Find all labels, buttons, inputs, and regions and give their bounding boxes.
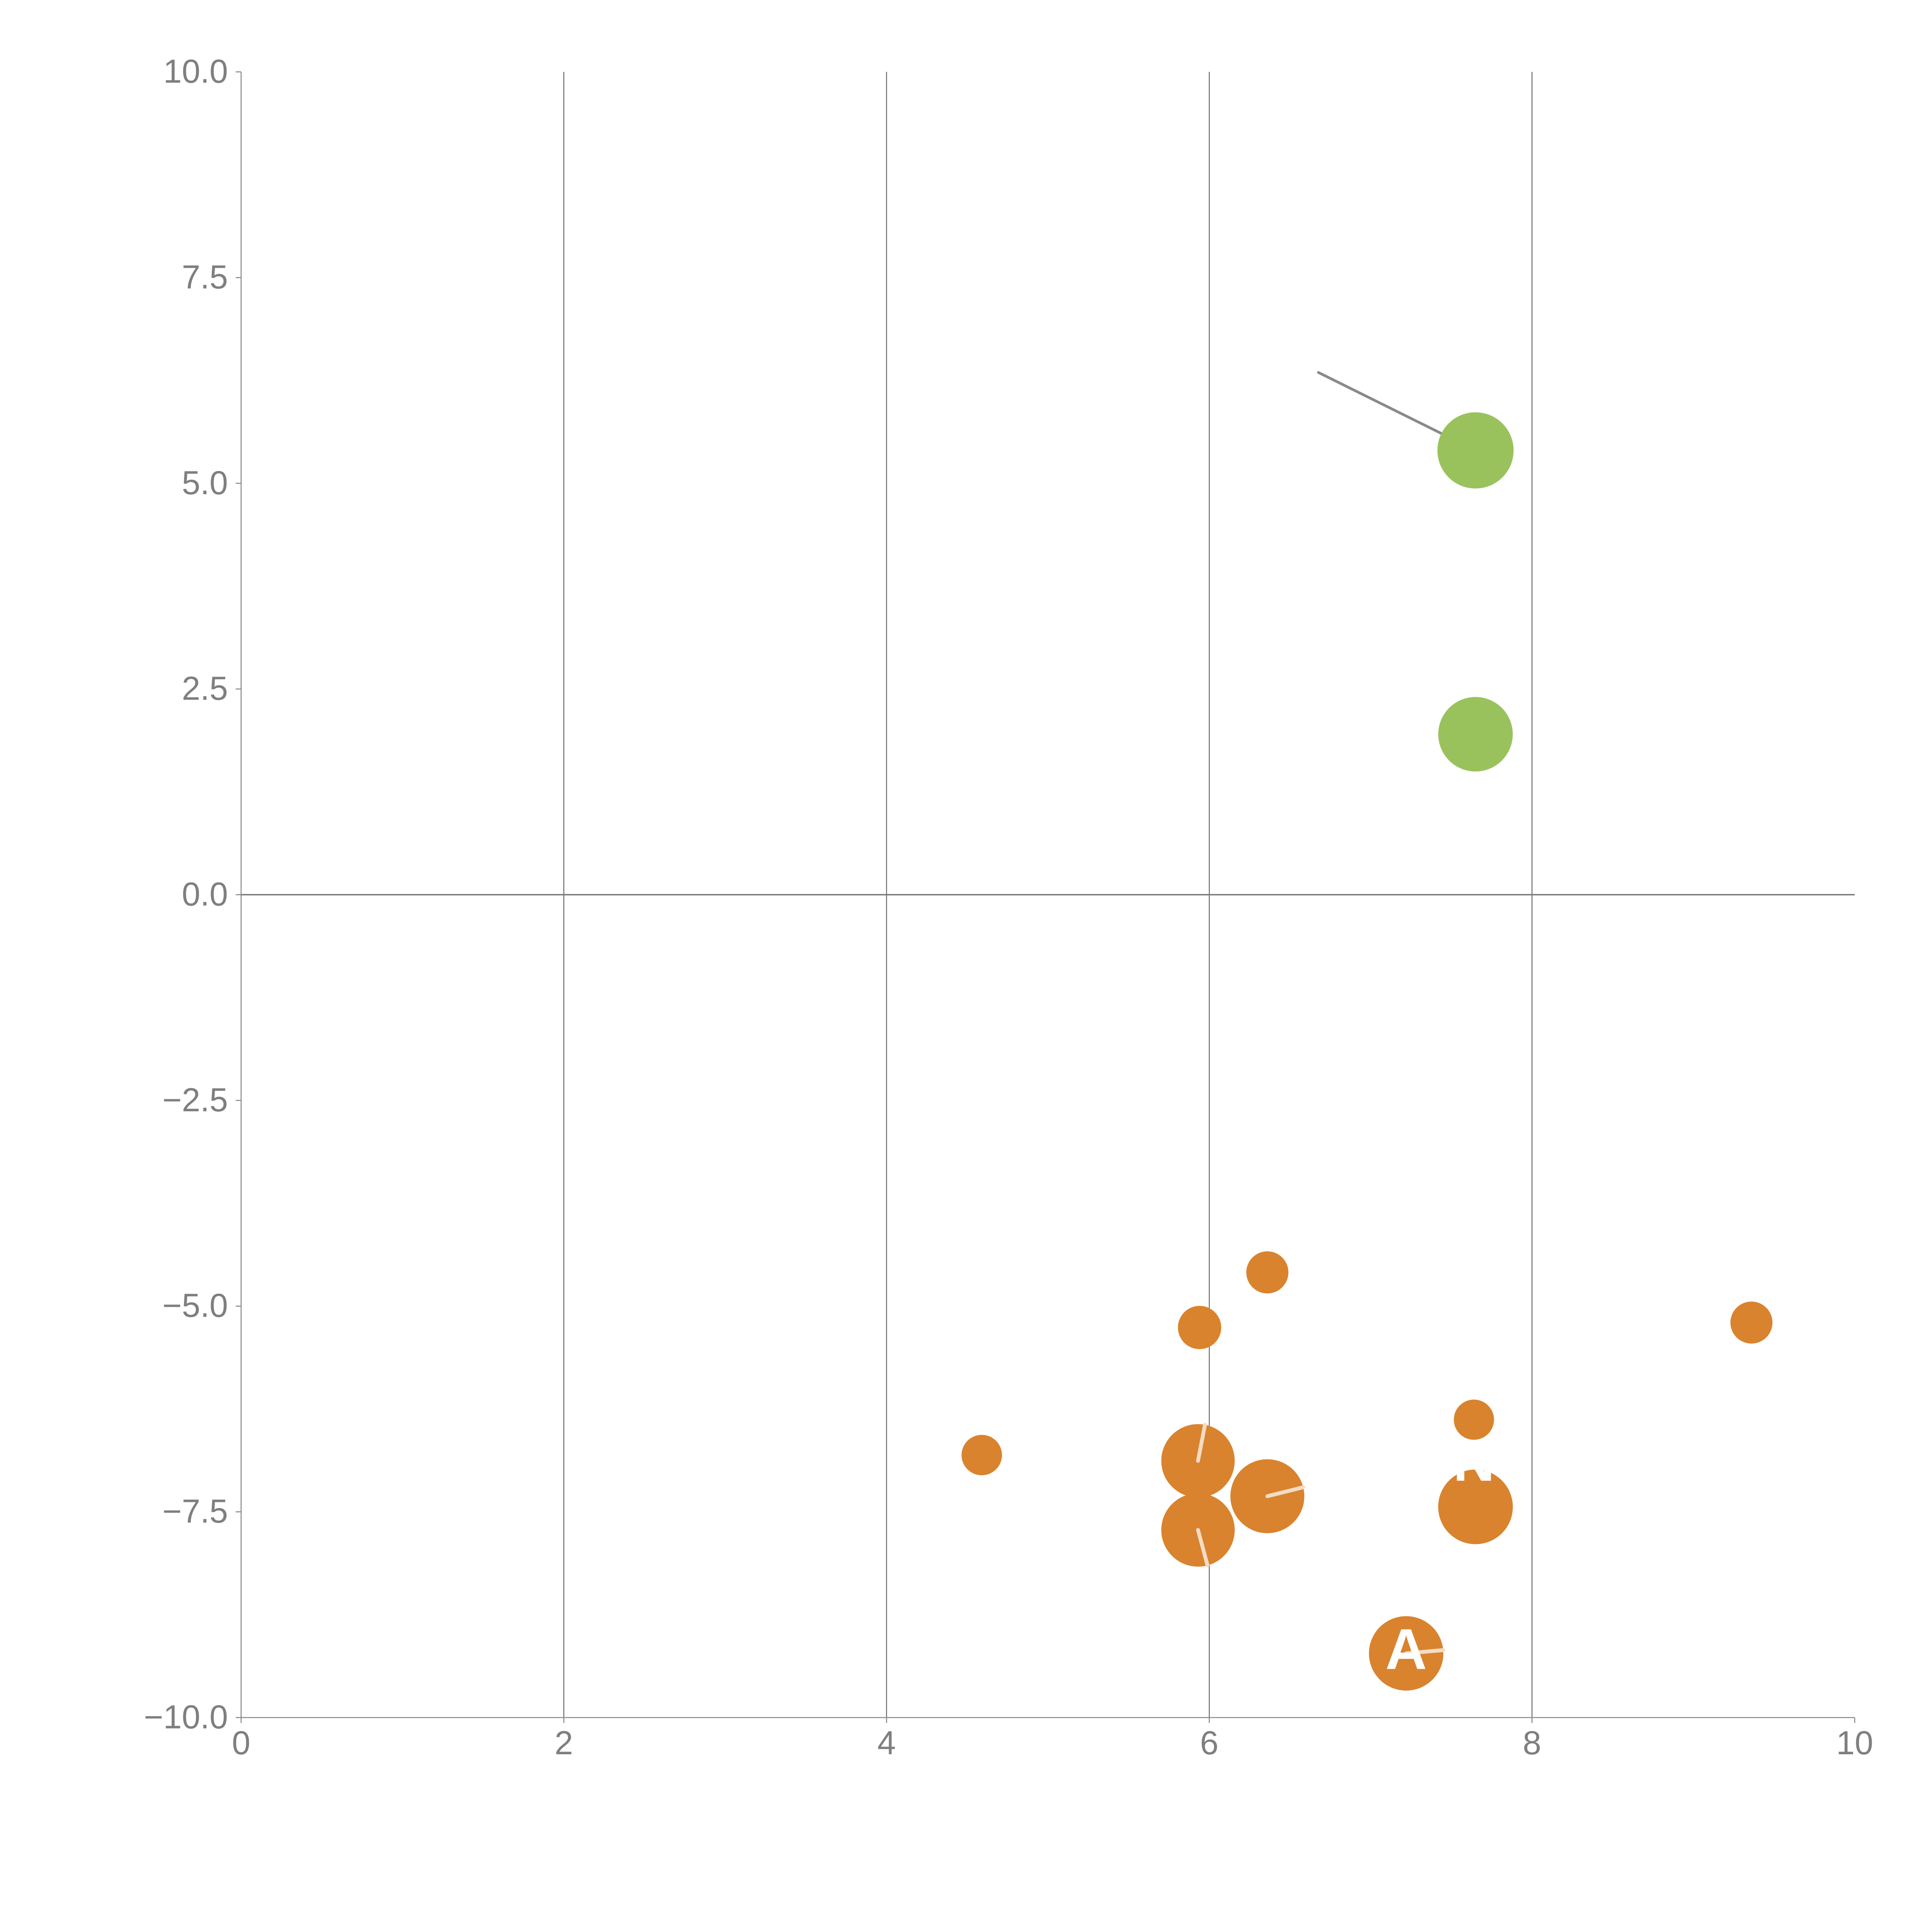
svg-text:0.0: 0.0: [182, 876, 228, 913]
svg-text:5.0: 5.0: [182, 464, 228, 502]
svg-text:2.5: 2.5: [182, 670, 228, 707]
svg-text:4: 4: [877, 1725, 896, 1762]
svg-text:7.5: 7.5: [182, 259, 228, 296]
svg-text:8: 8: [1523, 1725, 1541, 1762]
svg-text:2: 2: [554, 1725, 573, 1762]
svg-text:−7.5: −7.5: [162, 1493, 228, 1530]
svg-text:A: A: [1385, 1617, 1427, 1681]
svg-text:10: 10: [1836, 1725, 1873, 1762]
svg-text:6: 6: [1200, 1725, 1219, 1762]
svg-text:−5.0: −5.0: [162, 1287, 228, 1324]
svg-text:−2.5: −2.5: [162, 1082, 228, 1119]
svg-text:0: 0: [232, 1725, 250, 1762]
svg-text:10.0: 10.0: [163, 53, 228, 90]
svg-text:−10.0: −10.0: [144, 1699, 228, 1736]
